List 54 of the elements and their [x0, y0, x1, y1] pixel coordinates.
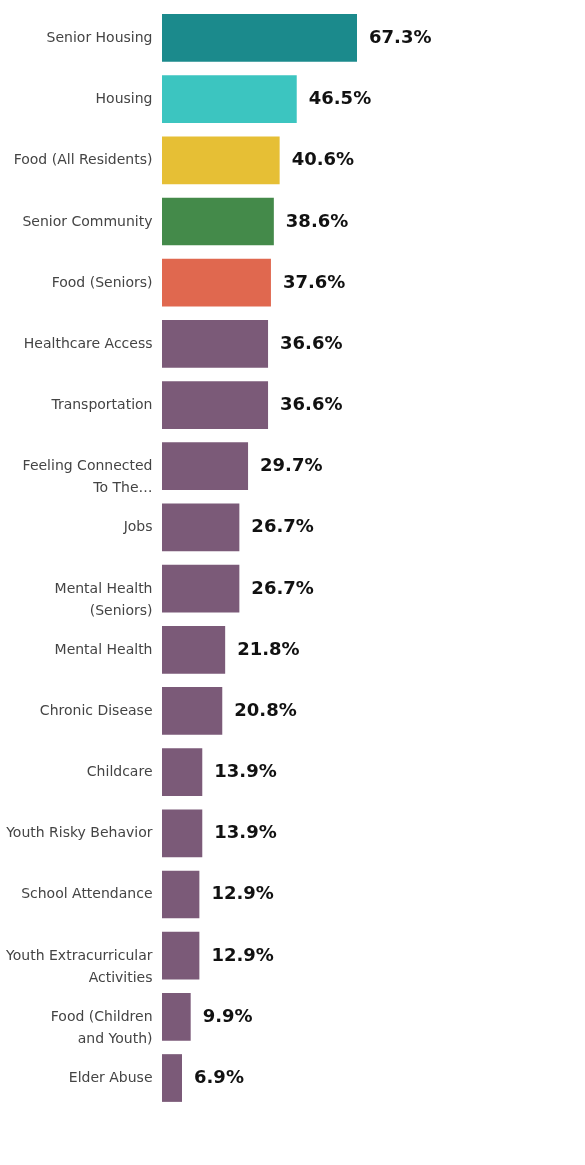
y-tick-label: Housing	[95, 90, 153, 107]
y-tick-label: Senior Housing	[46, 28, 153, 45]
y-tick-label: Mental Health (Seniors)	[54, 579, 153, 618]
y-tick-label: Food (Children and Youth)	[50, 1007, 153, 1046]
bar	[162, 197, 274, 246]
data-label: 20.8%	[234, 698, 297, 720]
data-label: 29.7%	[260, 454, 323, 476]
bar	[162, 75, 297, 124]
data-label: 13.9%	[214, 821, 277, 843]
bar	[162, 931, 200, 980]
data-label: 12.9%	[211, 943, 274, 965]
y-tick-label: School Attendance	[21, 885, 153, 902]
bar	[162, 687, 223, 735]
data-label: 36.6%	[280, 393, 343, 415]
bar	[162, 992, 191, 1041]
bar	[162, 503, 240, 552]
y-tick-label: Mental Health	[54, 640, 153, 657]
data-label: 36.6%	[280, 331, 343, 353]
data-label: 21.8%	[237, 637, 300, 659]
bar	[162, 136, 280, 185]
bar	[162, 442, 249, 491]
bar	[162, 809, 203, 858]
y-tick-label: Childcare	[86, 763, 153, 780]
y-tick-label: Jobs	[122, 518, 153, 535]
bar	[162, 1054, 182, 1102]
y-tick-label: Youth Risky Behavior	[5, 824, 153, 841]
data-label: 12.9%	[211, 882, 274, 904]
data-label: 26.7%	[251, 515, 314, 537]
bar	[162, 258, 271, 307]
y-tick-label: Transportation	[50, 396, 153, 413]
y-tick-label: Feeling Connected To The…	[22, 457, 153, 496]
bar	[162, 381, 269, 429]
y-tick-label: Healthcare Access	[23, 334, 153, 351]
bar	[162, 564, 240, 613]
data-label: 40.6%	[291, 148, 355, 170]
bar	[162, 320, 269, 368]
bar	[162, 748, 203, 796]
bar	[162, 625, 226, 674]
y-tick-label: Chronic Disease	[39, 701, 153, 718]
y-tick-label: Food (Seniors)	[51, 273, 153, 290]
data-label: 9.9%	[202, 1004, 253, 1026]
data-label: 38.6%	[285, 209, 349, 231]
y-tick-label: Youth Extracurricular Activities	[5, 946, 153, 985]
data-label: 13.9%	[214, 760, 277, 782]
y-tick-label: Elder Abuse	[68, 1069, 153, 1086]
data-label: 6.9%	[193, 1066, 244, 1088]
bar	[162, 870, 200, 919]
data-label: 37.6%	[282, 270, 346, 292]
data-label: 46.5%	[308, 87, 372, 109]
y-tick-label: Senior Community	[22, 212, 153, 229]
y-tick-label: Food (All Residents)	[13, 151, 153, 168]
data-label: 26.7%	[251, 576, 314, 598]
data-label: 67.3%	[369, 25, 432, 47]
bar	[162, 14, 357, 62]
